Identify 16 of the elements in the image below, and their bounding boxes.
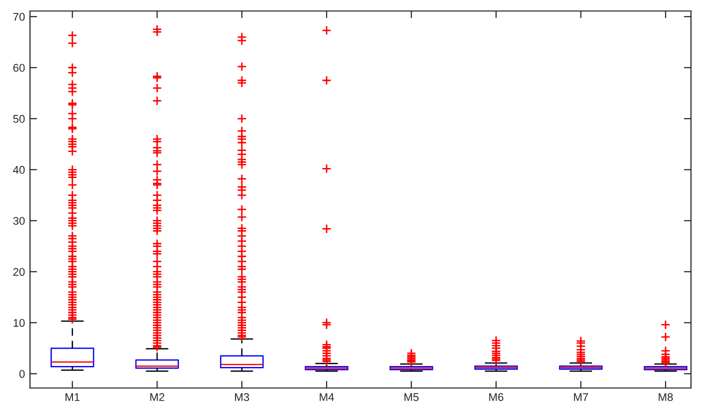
x-tick-label: M4 [320,393,334,401]
x-tick-label: M8 [658,393,673,402]
x-tick-label: M5 [404,393,419,402]
y-tick-label: 40 [13,166,25,174]
x-tick-label: M6 [489,393,504,402]
x-tick-label: M1 [66,393,80,401]
y-tick-label: 30 [13,216,25,225]
y-tick-label: 20 [13,268,25,276]
x-tick-label: M7 [574,393,588,401]
y-tick-label: 50 [13,114,25,123]
y-tick-label: 70 [13,12,25,21]
y-tick-label: 0 [19,370,25,378]
y-tick-label: 60 [13,64,25,72]
x-tick-label: M3 [235,393,250,402]
x-tick-label: M2 [150,393,164,401]
y-tick-label: 10 [14,318,25,327]
